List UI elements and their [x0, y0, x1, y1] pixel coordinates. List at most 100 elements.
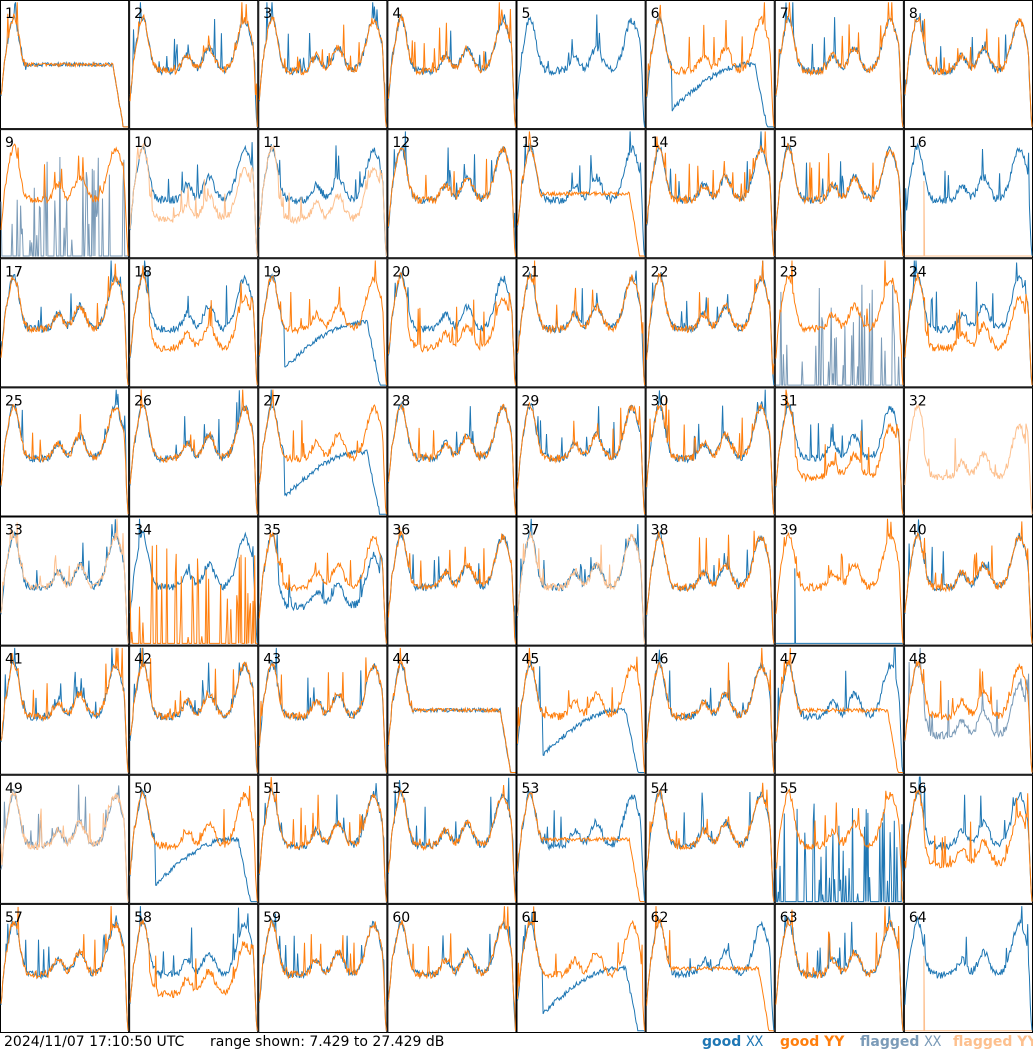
panel-label: 47	[780, 652, 798, 668]
panel-42: 42	[129, 645, 259, 775]
panel-label: 54	[651, 781, 669, 797]
xx-series-9	[0, 156, 129, 257]
panel-frame	[903, 129, 1033, 259]
yy-series-61	[517, 906, 646, 1031]
xx-series-31	[775, 403, 904, 515]
panel-label: 19	[263, 264, 281, 280]
panel-1: 1	[0, 0, 130, 130]
panel-60: 60	[387, 903, 517, 1033]
panel-40: 40	[903, 516, 1033, 646]
panel-label: 1	[5, 6, 14, 22]
panel-23: 23	[774, 258, 904, 388]
panel-label: 59	[263, 910, 281, 926]
panel-label: 30	[651, 393, 669, 409]
legend-flagged-yy: flagged YY	[953, 1034, 1033, 1050]
yy-series-50	[129, 785, 258, 902]
panel-frame	[387, 0, 517, 130]
panel-28: 28	[387, 387, 517, 517]
yy-series-19	[258, 260, 387, 386]
panel-label: 4	[392, 6, 401, 22]
panel-label: 24	[909, 264, 927, 280]
yy-series-18	[129, 265, 258, 386]
yy-series-20	[387, 272, 516, 386]
yy-series-7	[775, 2, 904, 127]
yy-series-33	[0, 518, 129, 644]
panel-61: 61	[516, 903, 646, 1033]
panel-64: 64	[903, 903, 1033, 1033]
panel-label: 7	[780, 6, 789, 22]
yy-series-15	[775, 142, 904, 257]
xx-series-10	[129, 142, 258, 257]
panel-48: 48	[903, 645, 1033, 775]
yy-series-62	[646, 906, 774, 1032]
panel-32: 32	[903, 387, 1033, 517]
panel-label: 25	[5, 393, 23, 409]
panel-label: 6	[651, 6, 660, 22]
panel-label: 39	[780, 523, 798, 539]
panel-label: 17	[5, 264, 23, 280]
panel-label: 50	[134, 781, 152, 797]
panel-label: 55	[780, 781, 798, 797]
panel-57: 57	[0, 903, 130, 1033]
panel-13: 13	[516, 129, 646, 259]
yy-series-29	[517, 401, 646, 515]
yy-series-30	[646, 396, 775, 515]
panel-54: 54	[645, 774, 775, 904]
xx-series-5	[517, 14, 646, 127]
panel-31: 31	[774, 387, 904, 517]
legend-good-xx: good XX	[702, 1034, 764, 1050]
yy-series-26	[129, 389, 258, 515]
xx-series-35	[258, 533, 387, 644]
legend-good-yy: good YY	[780, 1034, 845, 1050]
panel-9: 9	[0, 129, 130, 259]
panel-label: 42	[134, 652, 152, 668]
yy-series-54	[646, 782, 775, 902]
yy-series-43	[258, 657, 387, 773]
panel-22: 22	[645, 258, 775, 388]
xx-series-16	[904, 142, 1033, 257]
panel-label: 3	[263, 6, 272, 22]
panel-frame	[903, 258, 1033, 388]
yy-series-40	[904, 521, 1033, 644]
panel-label: 48	[909, 652, 927, 668]
panel-frame	[516, 774, 646, 904]
panel-label: 34	[134, 523, 152, 539]
yy-series-44	[387, 647, 516, 773]
panel-label: 49	[5, 781, 23, 797]
panel-frame	[645, 774, 775, 904]
xx-series-51	[258, 783, 387, 902]
panel-label: 41	[5, 652, 23, 668]
panel-44: 44	[387, 645, 517, 775]
panel-frame	[516, 387, 646, 517]
xx-series-24	[904, 260, 1033, 386]
panel-53: 53	[516, 774, 646, 904]
yy-series-8	[904, 16, 1033, 127]
yy-series-17	[0, 263, 129, 386]
panel-4: 4	[387, 0, 517, 130]
yy-series-41	[0, 647, 129, 773]
panel-14: 14	[645, 129, 775, 259]
panel-18: 18	[129, 258, 259, 388]
yy-series-47	[775, 647, 903, 773]
panel-17: 17	[0, 258, 130, 388]
yy-series-60	[387, 906, 516, 1031]
panel-3: 3	[258, 0, 388, 130]
panel-label: 33	[5, 523, 23, 539]
yy-series-6	[646, 2, 775, 127]
panel-label: 9	[5, 135, 14, 151]
xx-series-19	[258, 272, 387, 386]
panel-label: 11	[263, 135, 281, 151]
yy-series-3	[258, 16, 387, 127]
yy-series-58	[129, 919, 258, 1031]
panel-label: 31	[780, 393, 798, 409]
panel-label: 15	[780, 135, 798, 151]
panel-label: 5	[522, 6, 531, 22]
panel-15: 15	[774, 129, 904, 259]
yy-series-63	[775, 906, 904, 1031]
panel-label: 20	[392, 264, 410, 280]
yy-series-22	[646, 260, 775, 375]
panel-47: 47	[774, 645, 904, 775]
panel-label: 63	[780, 910, 798, 926]
yy-series-55	[775, 788, 904, 902]
yy-series-21	[517, 260, 646, 386]
